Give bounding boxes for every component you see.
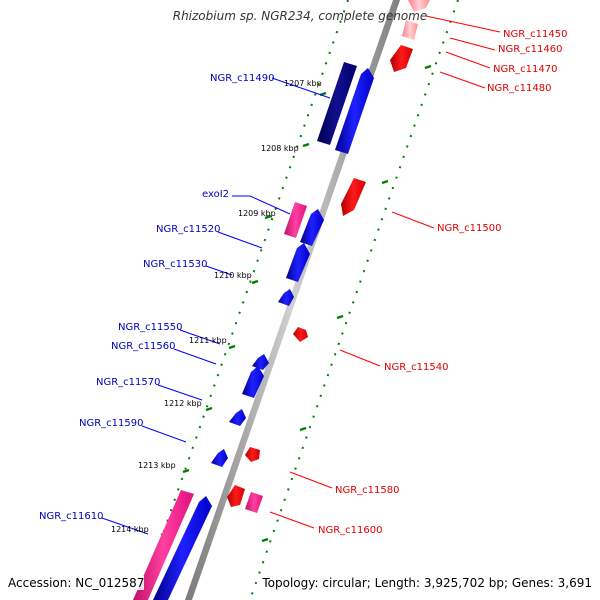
major-ticks — [160, 64, 432, 543]
gene-ngr-c11600[interactable] — [245, 492, 263, 513]
gene-ngr-c11520[interactable] — [300, 209, 324, 246]
gene-label-ngr-c11500[interactable]: NGR_c11500 — [437, 223, 502, 234]
genome-title: Rhizobium sp. NGR234, complete genome — [172, 9, 428, 23]
major-tick — [182, 468, 190, 474]
tick-label: 1213 kbp — [138, 461, 176, 470]
tick-label: 1214 kbp — [111, 525, 149, 534]
gene-label-ngr-c11470[interactable]: NGR_c11470 — [493, 64, 558, 75]
major-tick — [228, 344, 236, 350]
tick-label: 1207 kbp — [284, 79, 322, 88]
gene-ngr-c11530-small[interactable] — [278, 289, 294, 306]
tick-label: 1208 kbp — [261, 144, 299, 153]
major-tick — [264, 214, 272, 220]
gene-label-ngr-c11540[interactable]: NGR_c11540 — [384, 362, 449, 373]
gene-ngr-c11470[interactable] — [390, 45, 413, 72]
gene-ngr-c11540[interactable] — [293, 327, 308, 342]
major-tick — [299, 426, 307, 432]
major-tick — [336, 314, 344, 320]
major-tick — [205, 406, 213, 412]
gene-label-ngr-c11610[interactable]: NGR_c11610 — [39, 511, 104, 522]
tick-ring-right — [249, 0, 459, 600]
gene-label-ngr-c11480[interactable]: NGR_c11480 — [487, 83, 552, 94]
tick-label: 1210 kbp — [214, 271, 252, 280]
leader-lines-right — [269, 15, 501, 529]
major-tick — [261, 537, 269, 543]
gene-label-ngr-c11450[interactable]: NGR_c11450 — [503, 29, 568, 40]
gene-label-ngr-c11520[interactable]: NGR_c11520 — [156, 224, 221, 235]
leader-lines-left — [101, 77, 331, 535]
gene-ngr-c11490-arrow-b[interactable] — [335, 68, 374, 154]
major-tick — [251, 279, 259, 285]
gene-label-ngr-c11560[interactable]: NGR_c11560 — [111, 341, 176, 352]
gene-ngr-c11500[interactable] — [341, 178, 366, 216]
tick-label: 1212 kbp — [164, 399, 202, 408]
tick-ring-left — [139, 0, 349, 600]
gene-ngr-c11460[interactable] — [402, 20, 418, 40]
gene-label-ngr-c11460[interactable]: NGR_c11460 — [498, 44, 563, 55]
gene-label-exoi2[interactable]: exoI2 — [202, 189, 229, 200]
gene-ngr-c11580[interactable] — [245, 447, 260, 462]
gene-label-ngr-c11490[interactable]: NGR_c11490 — [210, 73, 275, 84]
gene-label-ngr-c11580[interactable]: NGR_c11580 — [335, 485, 400, 496]
topology-text: Topology: circular; Length: 3,925,702 bp… — [262, 576, 592, 590]
gene-ngr-c11490-arrow-a[interactable] — [317, 62, 357, 145]
major-tick — [381, 179, 389, 185]
gene-ngr-c11570[interactable] — [229, 409, 246, 426]
accession-text: Accession: NC_012587 — [8, 576, 145, 590]
gene-ngr-c11610-a[interactable] — [133, 490, 194, 600]
gene-ngr-c11590[interactable] — [211, 449, 228, 467]
tick-label: 1209 kbp — [238, 209, 276, 218]
major-tick — [424, 64, 432, 70]
major-tick — [302, 142, 310, 148]
gene-label-ngr-c11550[interactable]: NGR_c11550 — [118, 322, 183, 333]
gene-label-ngr-c11570[interactable]: NGR_c11570 — [96, 377, 161, 388]
gene-ngr-c11530[interactable] — [286, 243, 310, 282]
gene-exoi2[interactable] — [284, 202, 307, 238]
gene-label-ngr-c11530[interactable]: NGR_c11530 — [143, 259, 208, 270]
tick-label: 1211 kbp — [189, 336, 227, 345]
gene-ngr-c11450[interactable] — [408, 0, 430, 12]
gene-ngr-c11560[interactable] — [242, 366, 264, 398]
gene-ngr-c11550[interactable] — [252, 354, 269, 370]
gene-ngr-c11610-b[interactable] — [153, 496, 212, 600]
gene-label-ngr-c11590[interactable]: NGR_c11590 — [79, 418, 144, 429]
gene-ngr-c11580-b[interactable] — [227, 485, 245, 507]
gene-label-ngr-c11600[interactable]: NGR_c11600 — [318, 525, 383, 536]
